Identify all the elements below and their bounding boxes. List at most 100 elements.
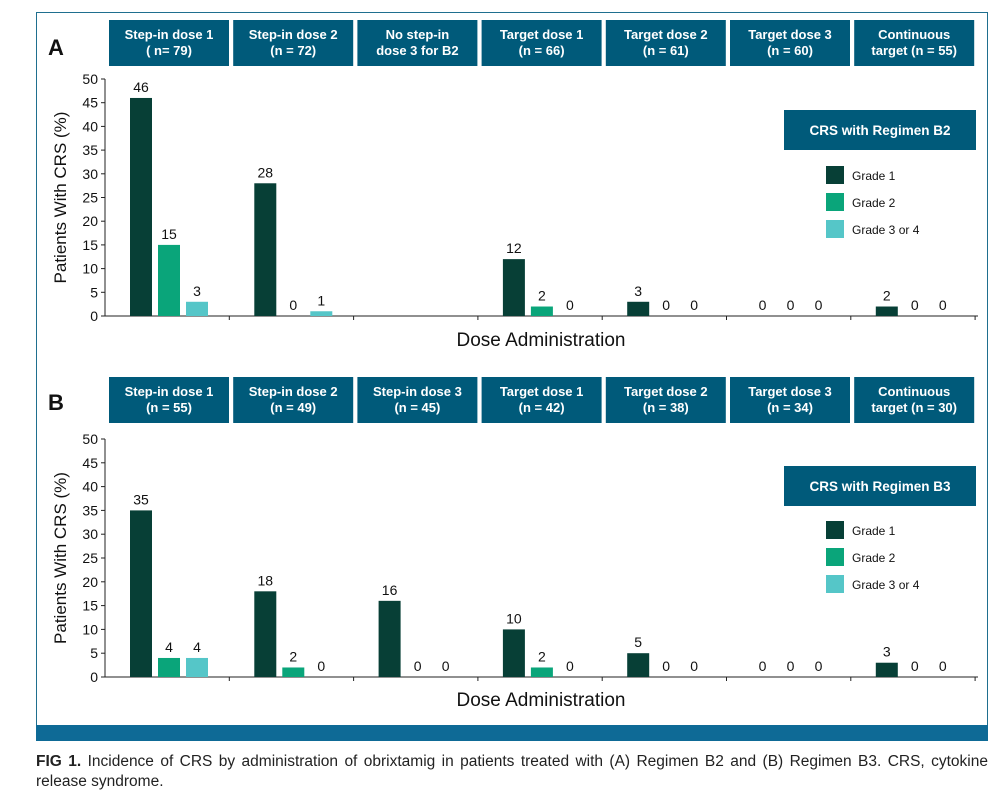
data-label: 0 xyxy=(289,297,297,313)
y-tick-label: 0 xyxy=(90,308,98,324)
data-label: 46 xyxy=(133,79,149,95)
data-label: 3 xyxy=(883,644,891,660)
data-label: 0 xyxy=(566,297,574,313)
y-axis-title: Patients With CRS (%) xyxy=(51,472,70,644)
category-header-label: Target dose 1 xyxy=(500,27,584,42)
data-label: 0 xyxy=(662,297,670,313)
category-header-label: (n = 55) xyxy=(146,400,192,415)
legend-swatch xyxy=(826,548,844,566)
panel-label-A: A xyxy=(48,35,64,60)
legend-entry: Grade 3 or 4 xyxy=(852,223,920,237)
bar-grade-1 xyxy=(254,183,277,316)
y-tick-label: 25 xyxy=(82,550,98,566)
legend-swatch xyxy=(826,166,844,184)
data-label: 4 xyxy=(193,639,201,655)
category-header-label: (n = 60) xyxy=(767,43,813,58)
data-label: 4 xyxy=(165,639,173,655)
y-tick-label: 5 xyxy=(90,284,98,300)
category-header-label: Step-in dose 1 xyxy=(125,27,214,42)
caption-text: Incidence of CRS by administration of ob… xyxy=(36,753,988,790)
bar-grade-3-or-4 xyxy=(310,311,333,316)
bar-grade-2 xyxy=(530,667,553,677)
y-tick-label: 15 xyxy=(82,237,98,253)
data-label: 2 xyxy=(538,288,546,304)
data-label: 0 xyxy=(939,297,947,313)
category-header-box xyxy=(481,20,602,66)
category-header-label: (n = 66) xyxy=(519,43,565,58)
y-tick-label: 45 xyxy=(82,455,98,471)
data-label: 0 xyxy=(566,658,574,674)
category-header-label: (n = 38) xyxy=(643,400,689,415)
bar-grade-1 xyxy=(254,591,277,677)
y-tick-label: 20 xyxy=(82,574,98,590)
data-label: 0 xyxy=(759,297,767,313)
y-tick-label: 15 xyxy=(82,598,98,614)
legend-entry: Grade 2 xyxy=(852,196,896,210)
category-header-box xyxy=(854,20,975,66)
bar-grade-2 xyxy=(158,657,180,677)
y-tick-label: 50 xyxy=(82,431,98,447)
y-tick-label: 35 xyxy=(82,502,98,518)
category-header-label: (n = 34) xyxy=(767,400,813,415)
y-tick-label: 10 xyxy=(82,261,98,277)
data-label: 28 xyxy=(258,164,274,180)
category-header-label: (n = 49) xyxy=(270,400,316,415)
caption-label: FIG 1. xyxy=(36,753,82,770)
category-header-label: Step-in dose 3 xyxy=(373,384,462,399)
category-header-label: Continuous xyxy=(878,27,950,42)
figure-caption: FIG 1. Incidence of CRS by administratio… xyxy=(36,752,988,792)
category-header-label: ( n= 79) xyxy=(146,43,192,58)
data-label: 15 xyxy=(161,226,177,242)
category-header-box xyxy=(233,377,354,423)
bar-grade-2 xyxy=(530,306,553,316)
category-header-box xyxy=(109,20,229,66)
data-label: 0 xyxy=(317,658,325,674)
legend-entry: Grade 1 xyxy=(852,169,896,183)
category-header-box xyxy=(854,377,975,423)
data-label: 0 xyxy=(911,658,919,674)
bar-grade-1 xyxy=(378,600,401,677)
data-label: 0 xyxy=(690,658,698,674)
data-label: 0 xyxy=(759,658,767,674)
data-label: 2 xyxy=(883,288,891,304)
category-header-label: target (n = 55) xyxy=(871,43,957,58)
bar-grade-1 xyxy=(627,653,650,677)
figure-bottom-bar xyxy=(36,725,988,741)
category-header-label: target (n = 30) xyxy=(871,400,957,415)
x-axis-title: Dose Administration xyxy=(457,690,626,711)
category-header-box xyxy=(481,377,602,423)
category-header-box xyxy=(605,20,726,66)
data-label: 2 xyxy=(289,648,297,664)
data-label: 0 xyxy=(787,297,795,313)
data-label: 3 xyxy=(634,283,642,299)
y-axis-title: Patients With CRS (%) xyxy=(51,112,70,284)
panel-label-B: B xyxy=(48,390,64,415)
bar-grade-1 xyxy=(502,629,525,677)
chart-title: CRS with Regimen B2 xyxy=(809,123,950,138)
category-header-label: Target dose 2 xyxy=(624,384,708,399)
y-tick-label: 5 xyxy=(90,645,98,661)
category-header-box xyxy=(357,20,478,66)
data-label: 0 xyxy=(414,658,422,674)
legend-swatch xyxy=(826,521,844,539)
category-header-label: (n = 45) xyxy=(394,400,440,415)
y-tick-label: 30 xyxy=(82,166,98,182)
category-header-box xyxy=(233,20,354,66)
bar-grade-3-or-4 xyxy=(186,301,208,316)
data-label: 10 xyxy=(506,610,522,626)
data-label: 3 xyxy=(193,283,201,299)
category-header-label: Continuous xyxy=(878,384,950,399)
category-header-box xyxy=(605,377,726,423)
y-tick-label: 50 xyxy=(82,71,98,87)
y-tick-label: 20 xyxy=(82,213,98,229)
bar-grade-1 xyxy=(130,510,152,677)
data-label: 0 xyxy=(690,297,698,313)
data-label: 0 xyxy=(815,297,823,313)
y-tick-label: 0 xyxy=(90,669,98,685)
category-header-label: Step-in dose 2 xyxy=(249,384,338,399)
legend-title-box xyxy=(784,466,976,506)
data-label: 0 xyxy=(911,297,919,313)
legend-entry: Grade 3 or 4 xyxy=(852,578,920,592)
legend-title-box xyxy=(784,110,976,150)
